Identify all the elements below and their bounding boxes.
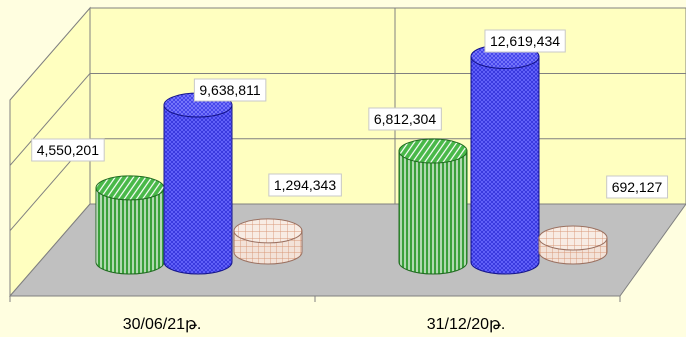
data-label: 1,294,343 [268,173,342,197]
data-label-box [193,78,267,102]
data-label-text: 1,294,343 [274,177,336,193]
bar-top [538,225,608,251]
bar-body [398,150,468,275]
bar-top [398,138,468,164]
data-label-box [484,29,566,53]
data-label-box [31,138,105,162]
category-label: 31/12/20թ. [427,316,506,333]
data-label-text: 4,550,201 [37,142,99,158]
bar-1-3 [233,218,303,265]
data-label-text: 12,619,434 [490,33,560,49]
data-label: 692,127 [606,175,669,199]
bar-2-1 [398,138,468,275]
bar-1-1 [95,175,165,275]
data-label: 9,638,811 [193,78,267,102]
bars-layer [95,43,608,275]
data-label-text: 692,127 [612,179,663,195]
data-label-box [268,173,342,197]
bar-1-2 [163,92,233,275]
bar-top [233,218,303,244]
data-label: 6,812,304 [368,107,442,131]
data-label: 4,550,201 [31,138,105,162]
bar-top [95,175,165,201]
data-label-box [606,175,669,199]
category-labels: 30/06/21թ. 31/12/20թ. [123,316,506,333]
data-label-text: 9,638,811 [199,82,260,98]
data-label: 12,619,434 [484,29,566,53]
data-labels-layer: 4,550,201 9,638,811 1,294,343 6,812,304 12,6… [31,29,669,199]
bar-2-3 [538,225,608,265]
data-label-box [368,107,442,131]
bar-body [163,104,233,275]
data-label-text: 6,812,304 [374,111,436,127]
category-label: 30/06/21թ. [123,316,202,333]
bar-body [470,55,540,275]
gridlines [9,8,686,232]
bar-body [95,187,165,275]
gridline-side [9,73,91,166]
bar-2-2 [470,43,540,275]
